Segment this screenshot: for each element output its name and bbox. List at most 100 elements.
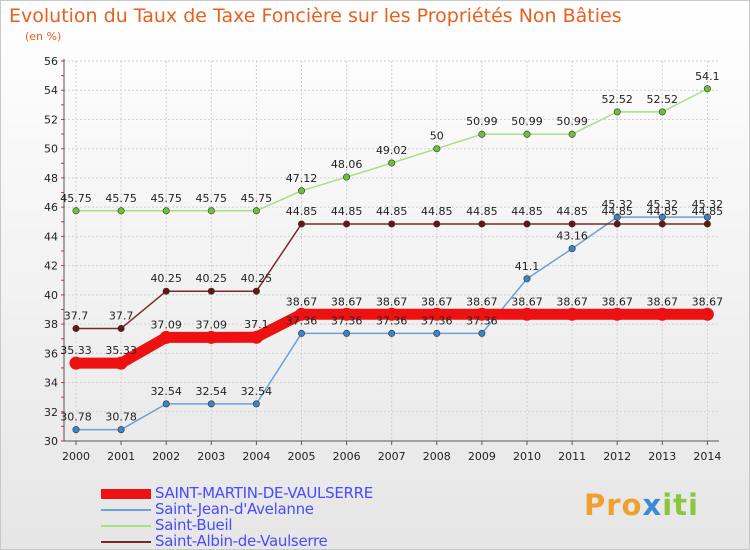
data-label: 45.75 bbox=[150, 192, 182, 205]
y-tick-label: 56 bbox=[44, 55, 58, 68]
x-tick-label: 2007 bbox=[378, 450, 406, 463]
y-tick-label: 46 bbox=[44, 201, 58, 214]
data-label: 38.67 bbox=[511, 295, 543, 308]
data-point bbox=[565, 307, 579, 321]
data-point bbox=[478, 329, 486, 337]
data-point bbox=[297, 187, 305, 195]
data-point bbox=[207, 207, 215, 215]
data-point bbox=[703, 213, 711, 221]
data-label: 44.85 bbox=[692, 205, 724, 218]
data-label: 38.67 bbox=[466, 295, 498, 308]
legend-label: SAINT-MARTIN-DE-VAULSERRE bbox=[155, 484, 373, 502]
data-point bbox=[297, 220, 305, 228]
data-label: 45.75 bbox=[105, 192, 137, 205]
axes: 30 32 34 36 38 40 42 44 46 48 50 52 54 56 2000 2001 2002… bbox=[44, 55, 721, 463]
y-tick-label: 52 bbox=[44, 113, 58, 126]
data-point bbox=[72, 426, 80, 434]
data-point bbox=[520, 307, 534, 321]
data-point bbox=[340, 307, 354, 321]
legend-swatch bbox=[101, 509, 151, 511]
data-label: 38.67 bbox=[421, 295, 453, 308]
data-label: 38.67 bbox=[286, 295, 318, 308]
data-label: 37.36 bbox=[421, 314, 453, 327]
y-tick-label: 36 bbox=[44, 347, 58, 360]
data-label: 38.67 bbox=[376, 295, 408, 308]
data-point bbox=[700, 307, 714, 321]
data-label: 44.85 bbox=[647, 205, 679, 218]
data-label: 37.36 bbox=[286, 314, 318, 327]
data-point bbox=[249, 330, 263, 344]
data-point bbox=[433, 145, 441, 153]
data-point bbox=[343, 173, 351, 181]
data-point bbox=[162, 287, 170, 295]
data-point bbox=[207, 287, 215, 295]
data-label: 50 bbox=[430, 130, 444, 143]
x-tick-label: 2010 bbox=[513, 450, 541, 463]
data-point bbox=[343, 220, 351, 228]
x-tick-label: 2001 bbox=[107, 450, 135, 463]
data-point bbox=[658, 220, 666, 228]
x-tick-label: 2004 bbox=[242, 450, 270, 463]
data-point bbox=[430, 307, 444, 321]
data-point bbox=[568, 245, 576, 253]
data-point bbox=[433, 220, 441, 228]
data-point bbox=[523, 130, 531, 138]
data-label: 30.78 bbox=[105, 411, 137, 424]
data-label: 45.32 bbox=[692, 198, 724, 211]
y-tick-label: 32 bbox=[44, 406, 58, 419]
data-point bbox=[207, 400, 215, 408]
legend-swatch bbox=[101, 541, 151, 543]
data-point bbox=[475, 307, 489, 321]
legend-label: Saint-Bueil bbox=[155, 516, 233, 534]
data-point bbox=[297, 329, 305, 337]
x-tick-label: 2013 bbox=[648, 450, 676, 463]
data-label: 44.85 bbox=[331, 205, 363, 218]
data-point bbox=[385, 307, 399, 321]
series bbox=[69, 85, 714, 434]
data-label: 37.09 bbox=[196, 318, 228, 331]
data-label: 50.99 bbox=[556, 115, 588, 128]
data-label: 45.32 bbox=[601, 198, 633, 211]
data-label: 30.78 bbox=[60, 411, 92, 424]
data-label: 49.02 bbox=[376, 144, 408, 157]
data-point bbox=[388, 329, 396, 337]
data-point bbox=[162, 207, 170, 215]
x-tick-label: 2006 bbox=[333, 450, 361, 463]
data-label: 38.67 bbox=[601, 295, 633, 308]
data-point bbox=[252, 400, 260, 408]
x-tick-label: 2000 bbox=[62, 450, 90, 463]
chart-title: Evolution du Taux de Taxe Foncière sur l… bbox=[9, 5, 622, 27]
y-tick-label: 42 bbox=[44, 260, 58, 273]
data-point bbox=[613, 108, 621, 116]
data-label: 41.1 bbox=[515, 260, 540, 273]
data-label: 37.1 bbox=[244, 318, 269, 331]
legend-label: Saint-Jean-d'Avelanne bbox=[155, 500, 314, 518]
y-tick-label: 40 bbox=[44, 289, 58, 302]
data-point bbox=[117, 426, 125, 434]
data-point bbox=[252, 207, 260, 215]
data-point bbox=[568, 220, 576, 228]
data-label: 32.54 bbox=[241, 385, 273, 398]
data-label: 32.54 bbox=[196, 385, 228, 398]
y-tick-label: 30 bbox=[44, 435, 58, 448]
data-point bbox=[568, 130, 576, 138]
data-label: 38.67 bbox=[692, 295, 724, 308]
y-tick-label: 48 bbox=[44, 172, 58, 185]
data-label: 44.85 bbox=[511, 205, 543, 218]
data-label: 44.85 bbox=[421, 205, 453, 218]
data-point bbox=[478, 220, 486, 228]
data-point bbox=[252, 287, 260, 295]
legend-label: Saint-Albin-de-Vaulserre bbox=[155, 532, 328, 550]
data-label: 45.32 bbox=[647, 198, 679, 211]
data-point bbox=[523, 220, 531, 228]
data-label: 52.52 bbox=[601, 93, 633, 106]
x-tick-label: 2003 bbox=[197, 450, 225, 463]
x-tick-label: 2005 bbox=[288, 450, 316, 463]
data-label: 37.36 bbox=[466, 314, 498, 327]
data-label: 37.7 bbox=[109, 309, 134, 322]
data-label: 44.85 bbox=[601, 205, 633, 218]
y-tick-label: 44 bbox=[44, 230, 58, 243]
data-label: 40.25 bbox=[241, 272, 273, 285]
x-tick-label: 2009 bbox=[468, 450, 496, 463]
